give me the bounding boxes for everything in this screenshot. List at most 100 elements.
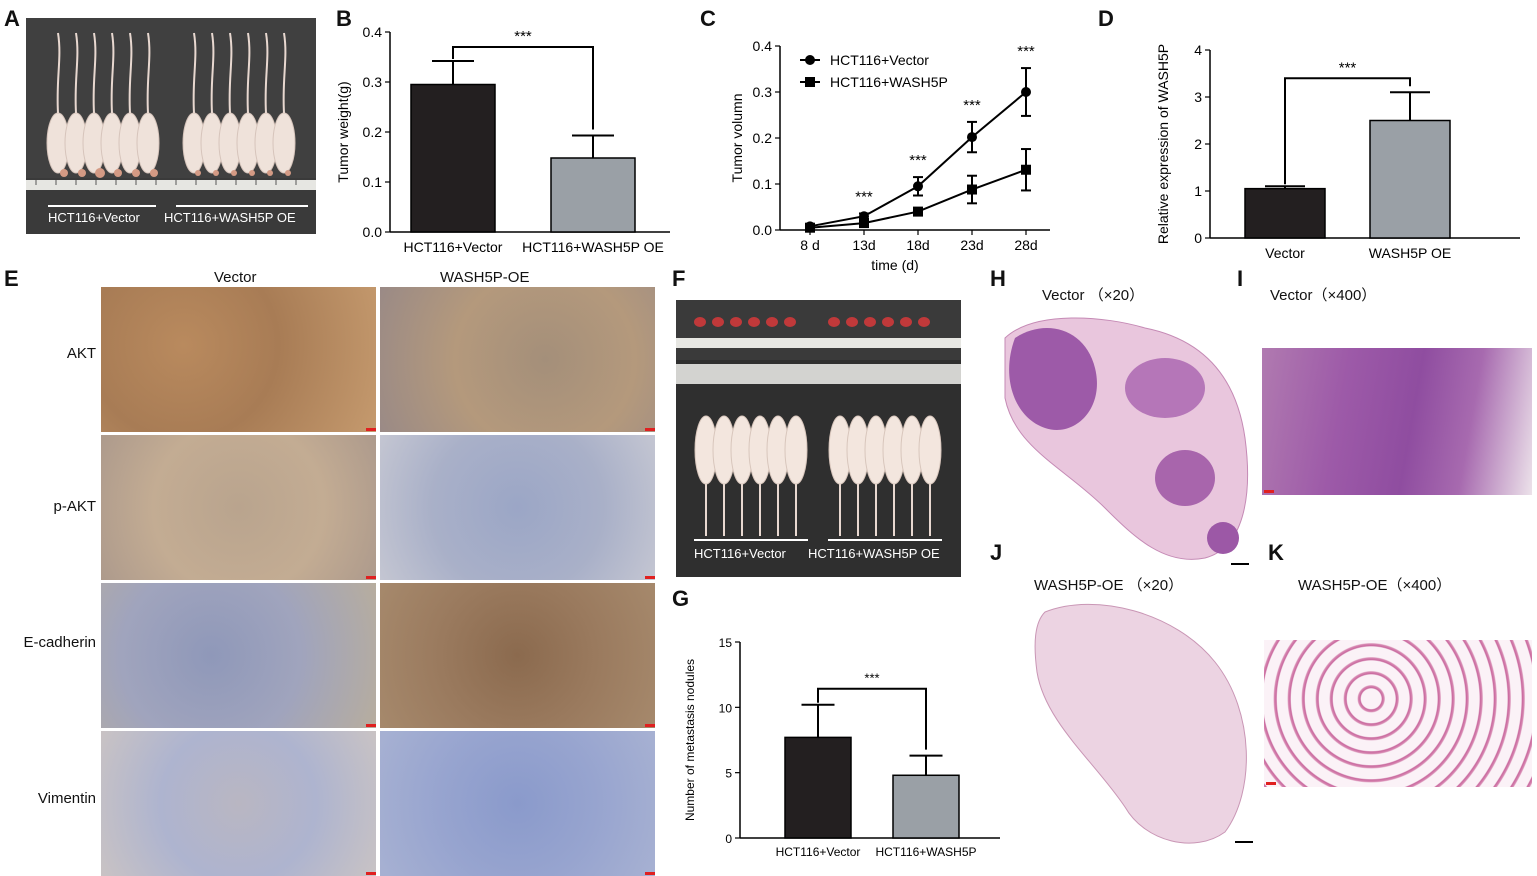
panel-a-photo: HCT116+Vector HCT116+WASH5P OE (26, 18, 316, 234)
bar (410, 83, 496, 233)
chart-g: 0 5 10 15 Number of metastasis nodules HCT116… (683, 636, 1000, 859)
panel-f-right-caption: HCT116+WASH5P OE (808, 546, 940, 561)
ihc-row-label-e-cadherin: E-cadherin (23, 634, 96, 651)
panel-i-title: Vector（×400） (1270, 287, 1377, 304)
ihc-scalebar (645, 428, 655, 431)
panel-j-lung-graphic (1034, 603, 1253, 844)
bar (784, 736, 852, 839)
y-tick-label: 3 (1194, 89, 1202, 105)
data-point (967, 132, 977, 143)
significance-bracket (817, 687, 927, 750)
panel-label-g: G (672, 586, 690, 611)
ihc-tile-pakt-wash5p (380, 435, 655, 580)
ihc-scalebar (645, 576, 655, 579)
data-point (913, 181, 923, 192)
y-tick-label: 0.2 (753, 130, 773, 146)
chart-c: 0.0 0.1 0.2 0.3 0.4 8 d 13d 18d 23d 28d time (d) Tu… (729, 38, 1050, 273)
significance-bracket (452, 46, 594, 130)
x-category-label: Vector (1265, 245, 1305, 261)
panel-a-left-caption: HCT116+Vector (48, 210, 140, 225)
bar (1369, 119, 1451, 239)
panel-i-histology (1262, 348, 1532, 495)
panel-label-i: I (1237, 266, 1244, 291)
y-tick-label: 0.0 (363, 224, 383, 240)
y-tick-label: 0.3 (753, 84, 773, 100)
panel-label-f: F (672, 266, 686, 291)
y-tick-label: 0.4 (753, 38, 773, 54)
ihc-scalebar (366, 428, 376, 431)
panel-label-e: E (4, 266, 19, 291)
significance-label: *** (514, 28, 532, 45)
panel-j-title: WASH5P-OE （×20） (1034, 577, 1184, 594)
ihc-tile-vim-wash5p (380, 731, 655, 876)
y-axis-label: Relative expression of WASH5P (1155, 44, 1171, 244)
x-tick-label: 8 d (800, 237, 819, 253)
bar (1244, 187, 1326, 239)
bar (550, 157, 636, 233)
ihc-row-label-vimentin: Vimentin (37, 790, 96, 807)
panel-k-histology (1264, 640, 1532, 787)
data-point (913, 206, 923, 217)
ihc-scalebar (366, 872, 376, 875)
x-category-label: HCT116+Vector (404, 239, 503, 255)
panel-label-h: H (990, 266, 1006, 291)
x-category-label: HCT116+WASH5P (875, 845, 976, 859)
significance-label: *** (855, 188, 873, 205)
panel-i-scalebar (1264, 490, 1274, 493)
y-tick-label: 0.4 (363, 24, 383, 40)
y-tick-label: 2 (1194, 136, 1202, 152)
y-axis-label: Tumor volumn (729, 94, 745, 183)
x-tick-label: 18d (906, 237, 929, 253)
panel-label-k: K (1268, 540, 1284, 565)
y-tick-label: 0 (725, 832, 732, 846)
y-tick-label: 4 (1194, 42, 1202, 58)
ihc-scalebar (645, 872, 655, 875)
panel-k-scalebar (1266, 782, 1276, 785)
panel-label-b: B (336, 6, 352, 31)
data-point (1021, 164, 1031, 175)
data-point (805, 222, 815, 233)
y-tick-label: 15 (719, 636, 733, 650)
x-axis-label: time (d) (871, 257, 918, 273)
data-point (967, 184, 977, 195)
panel-label-a: A (4, 6, 20, 31)
ihc-row-label-p-akt: p-AKT (53, 498, 96, 515)
ihc-tile-akt-wash5p (380, 287, 655, 432)
chart-b: 0.0 0.1 0.2 0.3 0.4 Tumor weight(g) HCT116+Vec… (335, 24, 670, 255)
ihc-tile-ecad-wash5p (380, 583, 655, 728)
data-point (859, 218, 869, 229)
panel-h-lung-graphic (1004, 317, 1249, 565)
panel-f-left-caption: HCT116+Vector (694, 546, 786, 561)
y-tick-label: 0.1 (363, 174, 383, 190)
ihc-tile-vim-vector (101, 731, 376, 876)
panel-label-j: J (990, 540, 1003, 565)
mice-photo-graphic (26, 18, 316, 207)
y-axis-label: Number of metastasis nodules (683, 659, 697, 821)
data-point (1021, 87, 1031, 97)
panel-label-d: D (1098, 6, 1114, 31)
x-tick-label: 23d (960, 237, 983, 253)
x-category-label: HCT116+Vector (776, 845, 861, 859)
legend-marker (805, 77, 815, 87)
y-tick-label: 1 (1194, 183, 1202, 199)
y-axis-label: Tumor weight(g) (335, 81, 351, 182)
ihc-tile-akt-vector (101, 287, 376, 432)
y-tick-label: 10 (719, 701, 733, 715)
significance-label: *** (1017, 43, 1035, 60)
y-tick-label: 0.1 (753, 176, 773, 192)
legend-label: HCT116+Vector (830, 52, 929, 68)
significance-label: *** (864, 671, 879, 686)
ihc-scalebar (366, 576, 376, 579)
y-tick-label: 0.3 (363, 74, 383, 90)
x-category-label: WASH5P OE (1369, 245, 1451, 261)
significance-bracket (1284, 77, 1411, 185)
x-category-label: HCT116+WASH5P OE (522, 239, 664, 255)
legend-marker (805, 55, 815, 65)
y-tick-label: 0.0 (753, 222, 773, 238)
panel-a-right-caption: HCT116+WASH5P OE (164, 210, 296, 225)
ihc-col-header-wash5p: WASH5P-OE (440, 269, 530, 286)
panel-h-title: Vector （×20） (1042, 287, 1145, 304)
ihc-scalebar (366, 724, 376, 727)
significance-label: *** (1339, 59, 1357, 76)
ihc-scalebar (645, 724, 655, 727)
